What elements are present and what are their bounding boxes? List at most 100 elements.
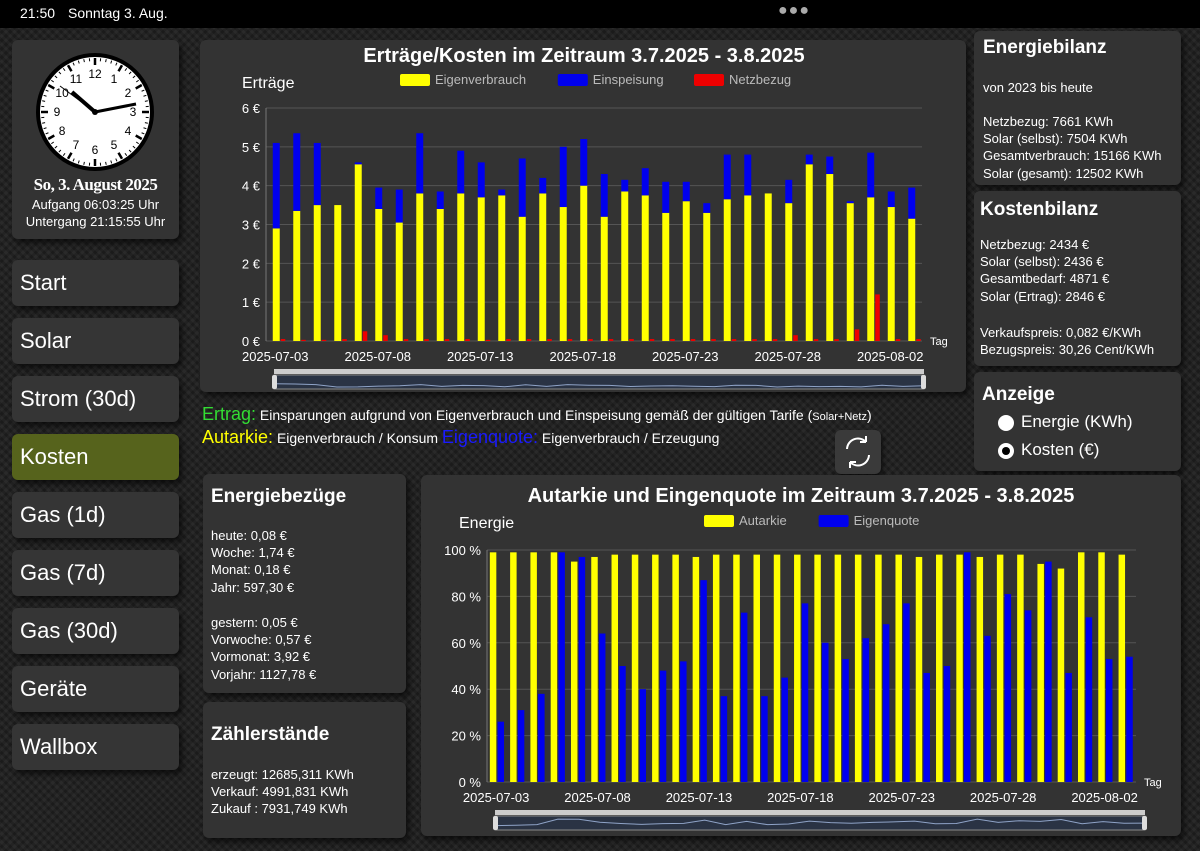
bar-autarkie[interactable]	[652, 554, 659, 782]
bar-netzbezug[interactable]	[362, 331, 368, 341]
legend-swatch[interactable]	[400, 74, 430, 86]
nav-item-solar[interactable]: Solar	[12, 318, 179, 364]
bar-eigenverbrauch[interactable]	[908, 218, 916, 341]
bar-eigenverbrauch[interactable]	[334, 205, 342, 341]
bar-eigenverbrauch[interactable]	[600, 216, 608, 341]
legend-entry[interactable]: Eigenverbrauch	[435, 72, 526, 87]
legend-swatch[interactable]	[557, 74, 588, 86]
bar-netzbezug[interactable]	[321, 339, 327, 341]
bar-eigenverbrauch[interactable]	[436, 208, 444, 341]
bar-autarkie[interactable]	[692, 556, 700, 782]
bar-netzbezug[interactable]	[854, 329, 860, 341]
bar-einspeisung[interactable]	[723, 154, 731, 200]
legend-entry[interactable]: Netzbezug	[729, 72, 791, 87]
bar-eigenquote[interactable]	[639, 689, 647, 782]
bar-einspeisung[interactable]	[559, 146, 567, 208]
bar-netzbezug[interactable]	[813, 339, 819, 341]
bar-einspeisung[interactable]	[703, 203, 711, 213]
legend-swatch[interactable]	[704, 515, 734, 527]
nav-item-kosten[interactable]: Kosten	[12, 434, 179, 480]
bar-eigenverbrauch[interactable]	[293, 210, 301, 341]
bar-eigenverbrauch[interactable]	[703, 212, 711, 341]
bar-eigenquote[interactable]	[842, 659, 849, 782]
bar-eigenquote[interactable]	[862, 638, 870, 782]
bar-netzbezug[interactable]	[301, 339, 306, 341]
bar-autarkie[interactable]	[753, 554, 760, 782]
bar-netzbezug[interactable]	[731, 339, 737, 341]
bar-autarkie[interactable]	[570, 561, 578, 782]
bar-einspeisung[interactable]	[682, 181, 690, 202]
bar-autarkie[interactable]	[611, 554, 619, 782]
bar-netzbezug[interactable]	[383, 335, 388, 341]
bar-autarkie[interactable]	[875, 554, 882, 782]
bar-netzbezug[interactable]	[280, 339, 286, 341]
bar-autarkie[interactable]	[936, 554, 943, 782]
bar-einspeisung[interactable]	[744, 154, 752, 196]
bar-netzbezug[interactable]	[608, 339, 614, 341]
bar-eigenquote[interactable]	[700, 580, 707, 782]
bar-netzbezug[interactable]	[424, 339, 429, 341]
navigator-handle-right[interactable]	[1142, 816, 1147, 830]
bar-netzbezug[interactable]	[342, 339, 347, 341]
legend-entry[interactable]: Einspeisung	[593, 72, 664, 87]
bar-netzbezug[interactable]	[895, 339, 901, 341]
bar-netzbezug[interactable]	[567, 339, 573, 341]
bar-eigenquote[interactable]	[882, 624, 890, 782]
bar-eigenquote[interactable]	[598, 633, 606, 782]
bar-eigenverbrauch[interactable]	[498, 195, 506, 341]
bar-eigenverbrauch[interactable]	[518, 216, 526, 341]
bar-eigenquote[interactable]	[984, 635, 991, 782]
bar-netzbezug[interactable]	[875, 294, 880, 341]
bar-einspeisung[interactable]	[518, 158, 526, 217]
bar-einspeisung[interactable]	[826, 156, 834, 175]
bar-netzbezug[interactable]	[526, 339, 532, 341]
bar-autarkie[interactable]	[794, 554, 801, 782]
bar-eigenverbrauch[interactable]	[641, 195, 649, 341]
bar-eigenverbrauch[interactable]	[580, 185, 588, 341]
bar-einspeisung[interactable]	[477, 162, 485, 198]
bar-einspeisung[interactable]	[600, 174, 608, 217]
navigator-handle-left[interactable]	[493, 816, 498, 830]
bar-autarkie[interactable]	[773, 554, 781, 782]
bar-autarkie[interactable]	[915, 556, 923, 782]
bar-einspeisung[interactable]	[621, 179, 629, 192]
bar-eigenverbrauch[interactable]	[682, 201, 690, 341]
bar-autarkie[interactable]	[510, 552, 517, 782]
bar-netzbezug[interactable]	[690, 339, 696, 341]
bar-einspeisung[interactable]	[580, 139, 588, 186]
bar-eigenquote[interactable]	[720, 696, 728, 782]
navigator-scrollbar[interactable]	[274, 369, 924, 374]
bar-eigenverbrauch[interactable]	[826, 174, 834, 341]
bar-autarkie[interactable]	[489, 552, 497, 782]
bar-eigenquote[interactable]	[1004, 594, 1012, 782]
bar-eigenverbrauch[interactable]	[395, 222, 403, 341]
bar-autarkie[interactable]	[1118, 554, 1126, 782]
bar-netzbezug[interactable]	[711, 339, 716, 341]
navigator-handle-left[interactable]	[272, 375, 277, 389]
bar-autarkie[interactable]	[854, 554, 862, 782]
bar-eigenquote[interactable]	[1105, 659, 1113, 782]
navigator-scrollbar[interactable]	[495, 810, 1145, 815]
bar-eigenquote[interactable]	[1126, 656, 1133, 782]
bar-eigenquote[interactable]	[822, 642, 829, 782]
radio-kosten-icon[interactable]	[998, 443, 1014, 459]
chart-navigator[interactable]	[272, 369, 926, 390]
bar-eigenverbrauch[interactable]	[744, 195, 752, 341]
bar-einspeisung[interactable]	[272, 142, 280, 229]
chart-navigator[interactable]	[493, 810, 1147, 831]
bar-einspeisung[interactable]	[785, 179, 793, 204]
bar-eigenverbrauch[interactable]	[354, 164, 362, 341]
bar-netzbezug[interactable]	[403, 339, 409, 341]
nav-item-strom-30d[interactable]: Strom (30d)	[12, 376, 179, 422]
bar-autarkie[interactable]	[591, 556, 598, 782]
bar-eigenverbrauch[interactable]	[723, 199, 731, 341]
refresh-button[interactable]	[835, 430, 881, 474]
bar-netzbezug[interactable]	[547, 339, 552, 341]
bar-netzbezug[interactable]	[834, 339, 839, 341]
bar-autarkie[interactable]	[1037, 563, 1044, 782]
bar-autarkie[interactable]	[631, 554, 639, 782]
bar-netzbezug[interactable]	[444, 339, 450, 341]
bar-einspeisung[interactable]	[498, 189, 506, 196]
bar-autarkie[interactable]	[976, 556, 984, 782]
navigator-handle-right[interactable]	[921, 375, 926, 389]
